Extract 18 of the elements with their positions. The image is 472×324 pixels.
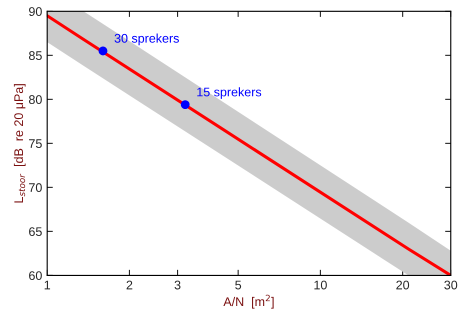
y-tick-label: 90	[29, 7, 42, 16]
y-tick-label: 65	[29, 227, 42, 236]
annotation: 15 sprekers	[197, 87, 262, 99]
y-axis-title: L$_{stoor}$ [dB re 20 μPa]	[14, 84, 26, 203]
y-tick-label: 70	[29, 183, 42, 192]
x-tick-label: 2	[126, 280, 132, 290]
x-tick-label: 3	[174, 280, 180, 290]
x-tick-label: 10	[314, 280, 327, 290]
y-tick-label: 60	[29, 271, 42, 280]
y-tick-label: 75	[29, 139, 42, 148]
x-tick-label: 5	[235, 280, 242, 290]
y-tick-label: 80	[28, 95, 42, 104]
x-axis-title: A/N [m$^{2}$]	[223, 294, 274, 309]
x-tick-label: 1	[44, 280, 50, 290]
y-tick-label: 85	[28, 51, 42, 60]
x-tick-label: 20	[396, 280, 410, 290]
annotation: 30 sprekers	[114, 34, 179, 46]
x-tick-label: 30	[444, 280, 458, 290]
